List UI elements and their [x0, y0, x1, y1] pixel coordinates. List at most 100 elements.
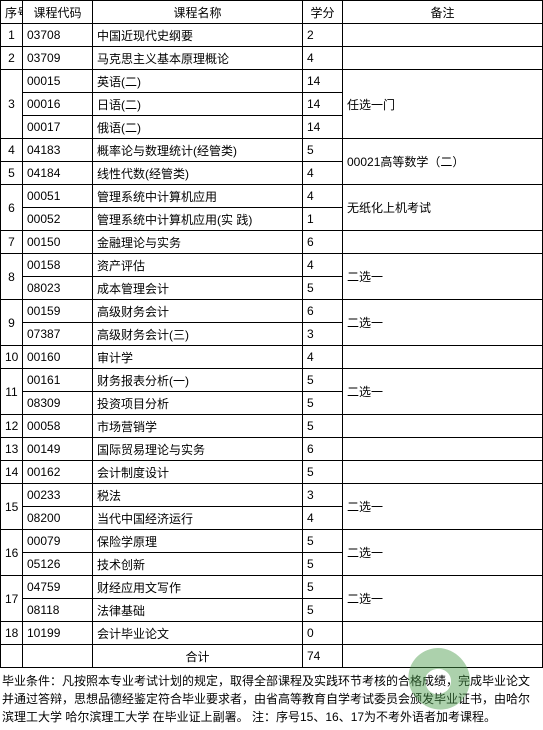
cell-seq: 3	[1, 70, 23, 139]
stamp-icon	[393, 644, 483, 724]
cell-credit: 6	[303, 300, 343, 323]
cell-code: 00149	[23, 438, 93, 461]
table-row: 800158资产评估4二选一	[1, 254, 543, 277]
cell-code: 04184	[23, 162, 93, 185]
cell-remark: 无纸化上机考试	[343, 185, 543, 231]
cell-name: 审计学	[93, 346, 303, 369]
table-row: 1704759财经应用文写作5二选一	[1, 576, 543, 599]
cell-remark: 二选一	[343, 484, 543, 530]
cell-seq: 2	[1, 47, 23, 70]
cell-code: 00158	[23, 254, 93, 277]
cell-name: 财务报表分析(一)	[93, 369, 303, 392]
cell-seq: 9	[1, 300, 23, 346]
total-label: 合计	[93, 645, 303, 668]
cell-credit: 5	[303, 530, 343, 553]
cell-remark	[343, 622, 543, 645]
cell-credit: 5	[303, 369, 343, 392]
header-credit: 学分	[303, 1, 343, 24]
cell-credit: 5	[303, 461, 343, 484]
cell-credit: 4	[303, 254, 343, 277]
cell-remark: 二选一	[343, 576, 543, 622]
table-row: 203709马克思主义基本原理概论4	[1, 47, 543, 70]
table-row: 1000160审计学4	[1, 346, 543, 369]
cell-code: 00051	[23, 185, 93, 208]
cell-credit: 14	[303, 116, 343, 139]
table-row: 103708中国近现代史纲要2	[1, 24, 543, 47]
cell-name: 管理系统中计算机应用(实 践)	[93, 208, 303, 231]
cell-seq: 11	[1, 369, 23, 415]
table-row: 700150金融理论与实务6	[1, 231, 543, 254]
total-credit: 74	[303, 645, 343, 668]
table-row: 600051管理系统中计算机应用4无纸化上机考试	[1, 185, 543, 208]
cell-name: 会计毕业论文	[93, 622, 303, 645]
cell-credit: 3	[303, 323, 343, 346]
footnote-block: 毕业条件：凡按照本专业考试计划的规定，取得全部课程及实践环节考核的合格成绩，完成…	[0, 668, 543, 730]
cell-credit: 6	[303, 231, 343, 254]
cell-name: 中国近现代史纲要	[93, 24, 303, 47]
cell-name: 成本管理会计	[93, 277, 303, 300]
cell-remark: 任选一门	[343, 70, 543, 139]
cell-remark: 二选一	[343, 300, 543, 346]
cell-seq: 5	[1, 162, 23, 185]
cell-credit: 3	[303, 484, 343, 507]
cell-name: 金融理论与实务	[93, 231, 303, 254]
cell-remark	[343, 231, 543, 254]
table-row: 1400162会计制度设计5	[1, 461, 543, 484]
cell-remark: 二选一	[343, 254, 543, 300]
cell-name: 技术创新	[93, 553, 303, 576]
cell-code: 08309	[23, 392, 93, 415]
cell-code: 00162	[23, 461, 93, 484]
cell-remark	[343, 346, 543, 369]
cell-remark: 二选一	[343, 369, 543, 415]
cell-credit: 1	[303, 208, 343, 231]
header-name: 课程名称	[93, 1, 303, 24]
cell-credit: 4	[303, 162, 343, 185]
cell-code: 00150	[23, 231, 93, 254]
cell-seq: 1	[1, 24, 23, 47]
cell-name: 会计制度设计	[93, 461, 303, 484]
cell-credit: 5	[303, 553, 343, 576]
cell-code: 00017	[23, 116, 93, 139]
cell-code	[23, 645, 93, 668]
cell-remark: 二选一	[343, 530, 543, 576]
cell-name: 日语(二)	[93, 93, 303, 116]
cell-credit: 5	[303, 139, 343, 162]
cell-name: 概率论与数理统计(经管类)	[93, 139, 303, 162]
table-row: 1300149国际贸易理论与实务6	[1, 438, 543, 461]
table-row: 900159高级财务会计6二选一	[1, 300, 543, 323]
cell-code: 10199	[23, 622, 93, 645]
cell-code: 00160	[23, 346, 93, 369]
cell-name: 线性代数(经管类)	[93, 162, 303, 185]
cell-seq: 13	[1, 438, 23, 461]
table-row: 300015英语(二)14任选一门	[1, 70, 543, 93]
cell-code: 00015	[23, 70, 93, 93]
cell-code: 00016	[23, 93, 93, 116]
cell-credit: 5	[303, 277, 343, 300]
cell-credit: 6	[303, 438, 343, 461]
cell-name: 税法	[93, 484, 303, 507]
cell-remark	[343, 438, 543, 461]
cell-remark	[343, 461, 543, 484]
cell-code: 03708	[23, 24, 93, 47]
cell-code: 03709	[23, 47, 93, 70]
table-row: 1600079保险学原理5二选一	[1, 530, 543, 553]
cell-code: 00052	[23, 208, 93, 231]
cell-credit: 4	[303, 47, 343, 70]
cell-code: 08023	[23, 277, 93, 300]
cell-remark: 00021高等数学（二）	[343, 139, 543, 185]
cell-credit: 14	[303, 70, 343, 93]
cell-seq: 12	[1, 415, 23, 438]
cell-name: 财经应用文写作	[93, 576, 303, 599]
cell-seq: 18	[1, 622, 23, 645]
cell-name: 管理系统中计算机应用	[93, 185, 303, 208]
cell-name: 俄语(二)	[93, 116, 303, 139]
cell-credit: 2	[303, 24, 343, 47]
cell-seq: 16	[1, 530, 23, 576]
cell-seq: 6	[1, 185, 23, 231]
cell-code: 00058	[23, 415, 93, 438]
cell-code: 00233	[23, 484, 93, 507]
cell-code: 07387	[23, 323, 93, 346]
cell-code: 08118	[23, 599, 93, 622]
header-code: 课程代码	[23, 1, 93, 24]
table-row: 404183概率论与数理统计(经管类)500021高等数学（二）	[1, 139, 543, 162]
